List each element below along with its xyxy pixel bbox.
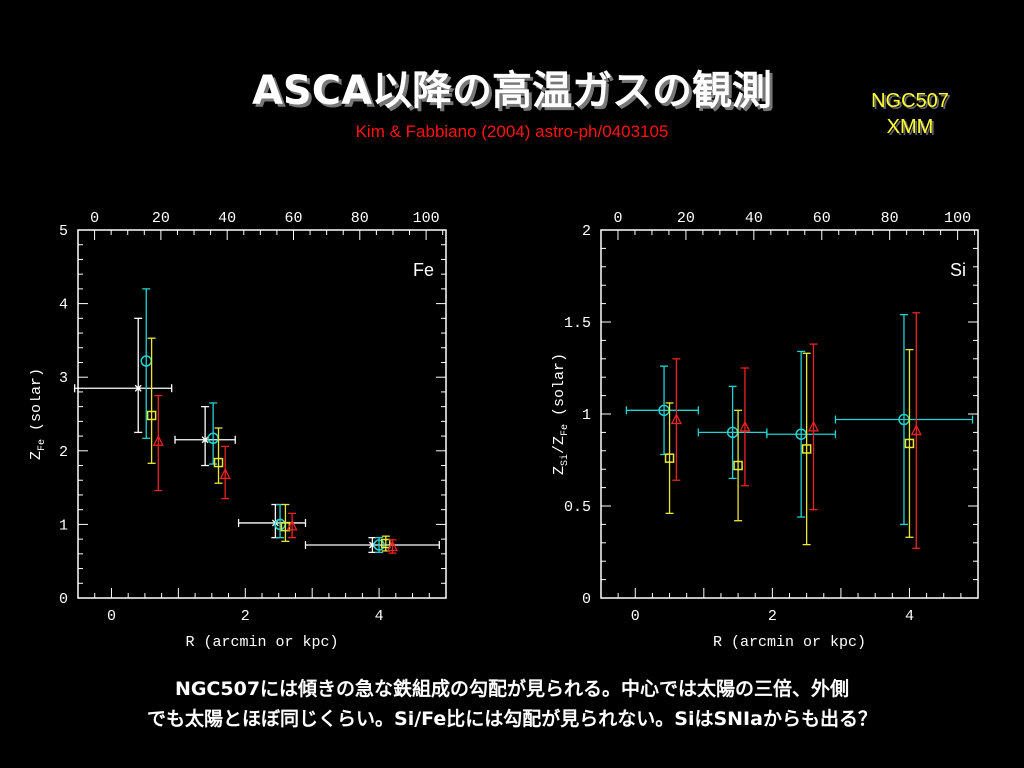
data-point	[670, 413, 682, 425]
data-point	[386, 540, 399, 552]
top-x-tick-label: 0	[613, 210, 622, 227]
data-point	[152, 434, 164, 446]
y-tick-label: 0.5	[564, 499, 591, 516]
y-tick-label: 2	[59, 444, 68, 461]
data-point	[739, 420, 751, 432]
y-tick-label: 0	[582, 591, 591, 608]
data-point	[801, 444, 812, 454]
target-label: NGC507 XMM	[850, 88, 970, 140]
data-point	[219, 467, 231, 480]
series-yellow	[146, 337, 391, 552]
data-point	[213, 457, 224, 468]
data-point	[146, 410, 157, 421]
top-x-tick-label: 100	[944, 210, 971, 227]
y-tick-label: 1	[582, 407, 591, 424]
y-axis-label-ylabel-unit: (solar)	[30, 368, 45, 431]
y-tick-label: 4	[59, 297, 68, 314]
y-tick-label: 1.5	[564, 315, 591, 332]
data-point	[910, 424, 922, 436]
target-name: NGC507	[871, 90, 949, 112]
data-point	[904, 438, 915, 449]
x-axis-label: R (arcmin or kpc)	[713, 634, 866, 651]
y-tick-label: 2	[582, 223, 591, 240]
y-tick-label: 3	[59, 370, 68, 387]
y-axis-label-ylabel-main2: /Z	[551, 436, 568, 454]
y-tick-label: 5	[59, 223, 68, 240]
y-axis-label-ylabel-main: Z	[551, 466, 568, 475]
top-x-tick-label: 40	[218, 210, 236, 227]
x-axis-label: R (arcmin or kpc)	[185, 634, 338, 651]
x-tick-label: 2	[241, 608, 250, 625]
data-point	[201, 436, 209, 444]
top-x-tick-label: 60	[813, 210, 831, 227]
data-point	[134, 384, 142, 392]
series-yellow	[664, 348, 915, 546]
x-tick-label: 2	[768, 608, 777, 625]
x-tick-label: 0	[107, 608, 116, 625]
plot-frame	[77, 229, 447, 599]
y-axis-label-ylabel-sub2: Fe	[560, 424, 571, 436]
y-axis-label-ylabel-unit: (solar)	[551, 353, 568, 416]
data-point	[373, 539, 385, 551]
y-axis-label-ylabel-main: Z	[30, 451, 45, 460]
series-cyan	[625, 313, 974, 526]
top-x-tick-label: 80	[881, 210, 899, 227]
x-tick-label: 4	[375, 608, 384, 625]
top-x-tick-label: 20	[677, 210, 695, 227]
data-point	[733, 460, 743, 471]
y-axis-label: ZFe (solar)	[30, 368, 48, 460]
top-x-tick-label: 20	[152, 210, 170, 227]
series-red	[670, 312, 922, 549]
panel-label: Fe	[413, 260, 434, 280]
plot-frame	[600, 229, 979, 599]
y-tick-label: 1	[59, 517, 68, 534]
caption-line-1: NGC507には傾きの急な鉄組成の勾配が見られる。中心では太陽の三倍、外側	[174, 678, 850, 700]
x-tick-label: 0	[631, 608, 640, 625]
y-axis-label: ZSi/ZFe (solar)	[551, 353, 571, 475]
top-x-tick-label: 100	[413, 210, 440, 227]
top-x-tick-label: 60	[284, 210, 302, 227]
data-point	[381, 538, 391, 549]
instrument-name: XMM	[886, 116, 934, 138]
panel-label: Si	[950, 260, 966, 280]
y-axis-label-ylabel-sub: Si	[559, 454, 571, 466]
series-red	[152, 394, 399, 554]
caption-line-2: でも太陽とほぼ同じくらい。Si/Fe比には勾配が見られない。SiはSNIaからも…	[147, 708, 877, 730]
data-point	[664, 453, 675, 463]
data-point	[286, 519, 298, 531]
x-tick-label: 4	[905, 608, 914, 625]
slide-subtitle: Kim & Fabbiano (2004) astro-ph/0403105	[355, 122, 669, 141]
top-x-tick-label: 40	[745, 210, 763, 227]
y-tick-label: 0	[59, 591, 68, 608]
top-x-tick-label: 80	[351, 210, 369, 227]
top-x-tick-label: 0	[90, 210, 99, 227]
data-point	[807, 420, 820, 432]
series-cyan	[140, 288, 385, 554]
caption: NGC507には傾きの急な鉄組成の勾配が見られる。中心では太陽の三倍、外側 でも…	[40, 674, 984, 734]
slide-title: ASCA以降の高温ガスの観測	[251, 68, 773, 114]
y-axis-label-ylabel-sub: Fe	[37, 439, 48, 451]
series-white	[74, 317, 440, 554]
